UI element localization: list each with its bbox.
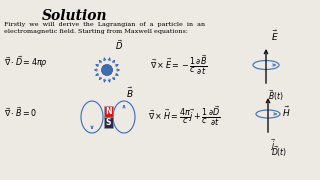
Text: $\vec{B}$: $\vec{B}$: [126, 86, 134, 100]
Text: $\vec{\nabla} \times \vec{E} = -\dfrac{1}{c}\dfrac{\partial \vec{B}}{\partial t}: $\vec{\nabla} \times \vec{E} = -\dfrac{1…: [150, 54, 208, 77]
Text: Firstly  we  will  derive  the  Lagrangian  of  a  particle  in  an: Firstly we will derive the Lagrangian of…: [4, 22, 205, 27]
Circle shape: [101, 64, 113, 75]
Text: $\vec{D}$: $\vec{D}$: [115, 38, 123, 52]
Text: $\vec{\nabla} \cdot \vec{B} = 0$: $\vec{\nabla} \cdot \vec{B} = 0$: [4, 105, 37, 118]
Polygon shape: [103, 106, 113, 117]
Text: N: N: [105, 107, 111, 116]
Text: Solution: Solution: [42, 9, 108, 23]
Text: $\vec{B}(t)$: $\vec{B}(t)$: [268, 88, 284, 103]
Text: electromagnetic field. Starting from Maxwell equations:: electromagnetic field. Starting from Max…: [4, 29, 188, 34]
Text: $\vec{j}$: $\vec{j}$: [271, 137, 277, 153]
Text: $\vec{\nabla} \cdot \vec{D} = 4\pi\rho$: $\vec{\nabla} \cdot \vec{D} = 4\pi\rho$: [4, 54, 48, 70]
Text: $\vec{H}$: $\vec{H}$: [282, 105, 291, 119]
Text: S: S: [105, 118, 111, 127]
Polygon shape: [103, 117, 113, 128]
Text: $\vec{\nabla} \times \vec{H} = \dfrac{4\pi}{c}\vec{j} + \dfrac{1}{c}\dfrac{\part: $\vec{\nabla} \times \vec{H} = \dfrac{4\…: [148, 105, 220, 128]
Text: $\vec{E}$: $\vec{E}$: [271, 29, 279, 43]
Text: $\vec{D}(t)$: $\vec{D}(t)$: [271, 144, 287, 159]
